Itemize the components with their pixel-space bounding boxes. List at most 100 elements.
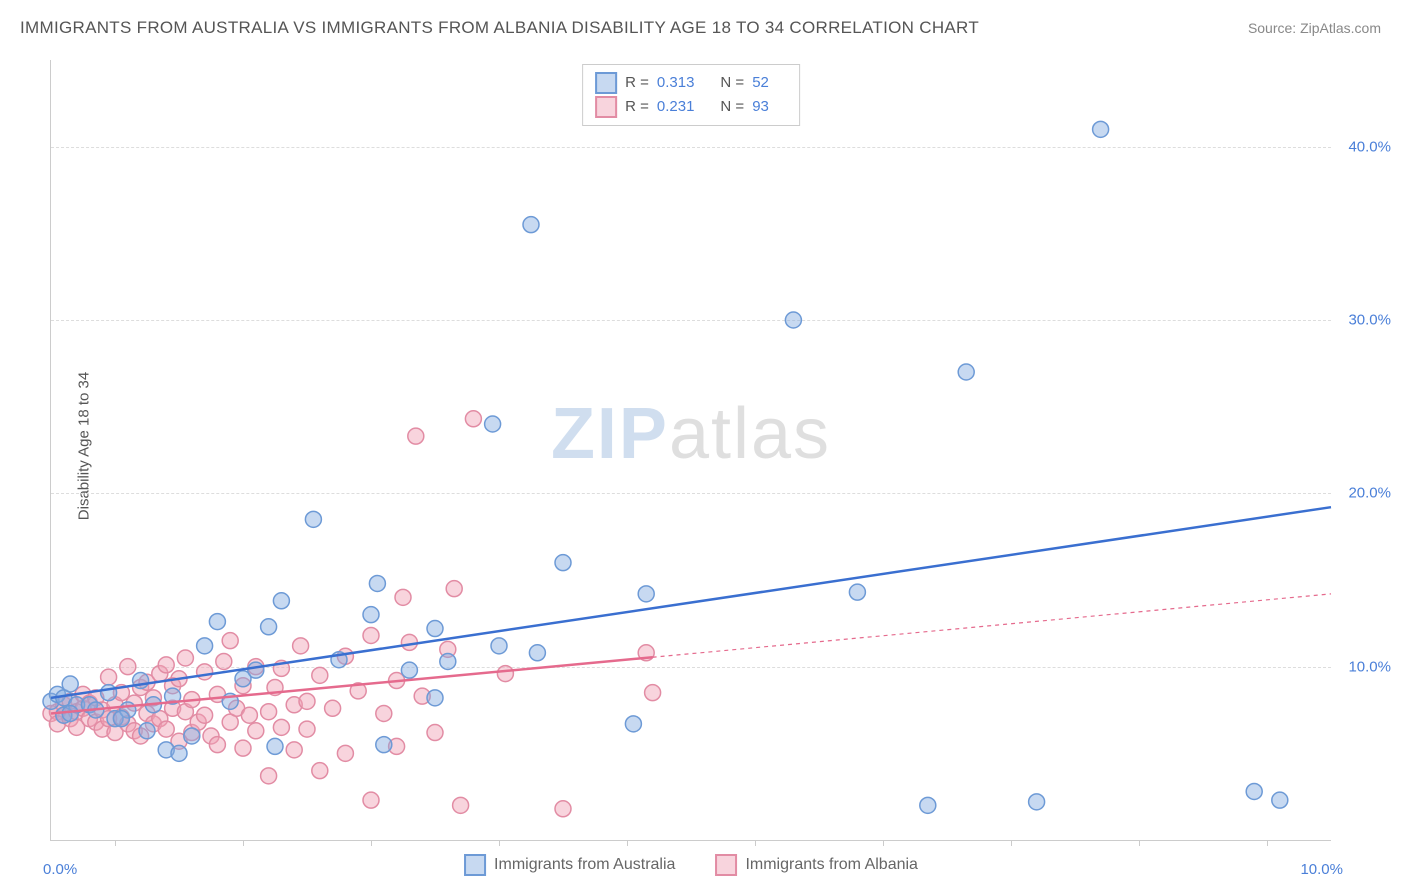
scatter-point-albania: [446, 581, 462, 597]
y-tick-label: 40.0%: [1348, 138, 1391, 155]
series-name-albania: Immigrants from Albania: [745, 856, 918, 874]
scatter-point-albania: [427, 725, 443, 741]
scatter-point-australia: [523, 217, 539, 233]
scatter-point-australia: [958, 364, 974, 380]
r-label-australia: R =: [625, 71, 649, 95]
x-tick-mark: [243, 840, 244, 846]
scatter-point-australia: [1246, 783, 1262, 799]
scatter-point-albania: [363, 627, 379, 643]
scatter-point-albania: [197, 707, 213, 723]
scatter-point-australia: [555, 555, 571, 571]
y-tick-label: 30.0%: [1348, 312, 1391, 329]
scatter-point-australia: [267, 738, 283, 754]
scatter-point-australia: [139, 723, 155, 739]
scatter-point-albania: [261, 704, 277, 720]
r-label-albania: R =: [625, 95, 649, 119]
scatter-point-albania: [235, 740, 251, 756]
scatter-point-australia: [376, 737, 392, 753]
x-tick-mark: [883, 840, 884, 846]
scatter-point-australia: [485, 416, 501, 432]
scatter-point-albania: [497, 666, 513, 682]
n-label-albania: N =: [720, 95, 744, 119]
scatter-point-albania: [465, 411, 481, 427]
scatter-point-albania: [177, 650, 193, 666]
x-axis-min-label: 0.0%: [43, 861, 77, 878]
swatch-australia-icon: [464, 854, 486, 876]
scatter-point-albania: [286, 742, 302, 758]
scatter-point-albania: [248, 723, 264, 739]
scatter-point-australia: [305, 511, 321, 527]
trendline-ext-albania: [653, 594, 1331, 657]
scatter-point-albania: [312, 763, 328, 779]
legend-item-australia: Immigrants from Australia: [464, 854, 675, 876]
x-tick-mark: [499, 840, 500, 846]
scatter-point-australia: [62, 705, 78, 721]
scatter-point-australia: [1029, 794, 1045, 810]
series-legend: Immigrants from Australia Immigrants fro…: [464, 854, 918, 876]
scatter-point-australia: [197, 638, 213, 654]
scatter-point-australia: [1272, 792, 1288, 808]
scatter-point-australia: [491, 638, 507, 654]
source-attribution: Source: ZipAtlas.com: [1248, 20, 1381, 36]
scatter-point-australia: [785, 312, 801, 328]
scatter-point-albania: [555, 801, 571, 817]
n-value-albania: 93: [752, 95, 769, 119]
scatter-point-albania: [222, 633, 238, 649]
y-tick-label: 10.0%: [1348, 658, 1391, 675]
scatter-point-albania: [197, 664, 213, 680]
scatter-point-albania: [120, 659, 136, 675]
scatter-point-australia: [62, 676, 78, 692]
scatter-point-australia: [427, 690, 443, 706]
scatter-point-albania: [209, 737, 225, 753]
scatter-point-albania: [293, 638, 309, 654]
x-tick-mark: [1011, 840, 1012, 846]
scatter-point-australia: [849, 584, 865, 600]
legend-item-albania: Immigrants from Albania: [715, 854, 918, 876]
n-label-australia: N =: [720, 71, 744, 95]
scatter-point-albania: [312, 667, 328, 683]
scatter-point-albania: [216, 653, 232, 669]
chart-title: IMMIGRANTS FROM AUSTRALIA VS IMMIGRANTS …: [20, 18, 979, 38]
scatter-point-australia: [363, 607, 379, 623]
scatter-point-albania: [337, 745, 353, 761]
scatter-point-australia: [1093, 121, 1109, 137]
scatter-point-albania: [376, 705, 392, 721]
legend-row-australia: R = 0.313 N = 52: [595, 71, 787, 95]
scatter-point-australia: [427, 621, 443, 637]
scatter-point-australia: [171, 745, 187, 761]
x-tick-mark: [627, 840, 628, 846]
scatter-point-australia: [638, 586, 654, 602]
scatter-point-australia: [184, 728, 200, 744]
scatter-point-australia: [209, 614, 225, 630]
scatter-point-australia: [113, 711, 129, 727]
scatter-point-australia: [235, 671, 251, 687]
scatter-point-albania: [261, 768, 277, 784]
scatter-point-australia: [369, 575, 385, 591]
scatter-point-albania: [101, 669, 117, 685]
correlation-legend: R = 0.313 N = 52 R = 0.231 N = 93: [582, 64, 800, 126]
r-value-albania: 0.231: [657, 95, 695, 119]
x-tick-mark: [755, 840, 756, 846]
scatter-point-albania: [325, 700, 341, 716]
scatter-point-albania: [299, 693, 315, 709]
scatter-point-australia: [625, 716, 641, 732]
scatter-point-australia: [920, 797, 936, 813]
plot-svg: [51, 60, 1331, 840]
scatter-point-albania: [645, 685, 661, 701]
swatch-australia: [595, 72, 617, 94]
scatter-point-albania: [395, 589, 411, 605]
x-tick-mark: [1267, 840, 1268, 846]
n-value-australia: 52: [752, 71, 769, 95]
x-axis-max-label: 10.0%: [1300, 861, 1343, 878]
scatter-point-australia: [101, 685, 117, 701]
plot-area: ZIPatlas 10.0%20.0%30.0%40.0% 0.0% 10.0%…: [50, 60, 1331, 841]
scatter-point-albania: [299, 721, 315, 737]
legend-row-albania: R = 0.231 N = 93: [595, 95, 787, 119]
source-label: Source:: [1248, 20, 1300, 36]
scatter-point-australia: [261, 619, 277, 635]
scatter-point-albania: [158, 721, 174, 737]
swatch-albania-icon: [715, 854, 737, 876]
scatter-point-albania: [453, 797, 469, 813]
r-value-australia: 0.313: [657, 71, 695, 95]
x-tick-mark: [1139, 840, 1140, 846]
